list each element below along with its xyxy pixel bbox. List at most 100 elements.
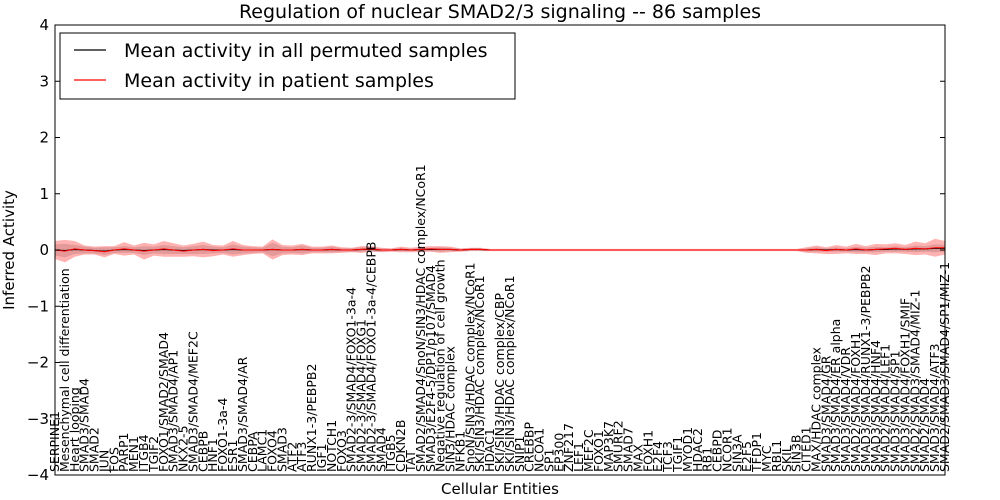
x-tick-label: SMAD3/SMAD4/VDR bbox=[838, 347, 853, 472]
y-tick-label: 1 bbox=[39, 185, 49, 203]
x-tick-label: SMAD3/SMAD4/AP1 bbox=[166, 350, 181, 472]
x-tick-label: Mesenchymal cell differentiation bbox=[57, 268, 72, 472]
x-tick-label: SMAD4 bbox=[373, 427, 388, 472]
x-tick-label: SMAD3 bbox=[274, 427, 289, 472]
x-tick-label: FOXO1/SMAD2/SMAD4 bbox=[156, 332, 171, 472]
x-tick-label: EP300 bbox=[551, 433, 566, 472]
x-tick-label: SMAD2/SMAD4/FOXH1 bbox=[848, 332, 863, 472]
y-tick-label: −1 bbox=[27, 297, 49, 315]
x-tick-label: ITGB5 bbox=[383, 434, 398, 472]
x-tick-label: SMAD2/SMAD4/SnoN/SIN3/HDAC complex/NCoR1 bbox=[413, 164, 428, 472]
x-tick-label: SMAD7 bbox=[621, 427, 636, 472]
x-tick-label: SMAD2/SMAD3/SMAD4/MIZ-1 bbox=[907, 290, 922, 472]
x-tick-label: E2F5 bbox=[739, 441, 754, 472]
series-line-patient bbox=[54, 247, 945, 253]
x-tick-label: NCOA1 bbox=[532, 428, 547, 472]
x-tick-label: TCF3 bbox=[660, 441, 675, 473]
x-tick-label: SMAD3/SMAD4/GR bbox=[818, 355, 833, 472]
x-tick-label: CDKN2B bbox=[393, 420, 408, 472]
x-tick-label: CITED1 bbox=[799, 426, 814, 472]
x-tick-label: SIN3/HDAC complex bbox=[443, 346, 458, 472]
x-tick-label: RB1 bbox=[700, 447, 715, 472]
x-tick-label: MEN1 bbox=[126, 436, 141, 472]
x-tick-label: SKI/SIN3/HDAC complex/NCoR1 bbox=[472, 275, 487, 472]
x-tick-label: SIN3B bbox=[789, 435, 804, 473]
x-tick-label: SMAD3/SMAD4/ATF3 bbox=[927, 344, 942, 472]
x-tick-label: MAX/HDAC complex bbox=[808, 347, 823, 472]
x-tick-label: HNF1 bbox=[205, 438, 220, 472]
y-tick-label: 0 bbox=[39, 241, 49, 259]
x-tick-label: SMAD3/SMAD4/SP1 bbox=[888, 350, 903, 472]
x-tick-label: SMAD3/SMAD4/RUNX1-3/PEBPB2 bbox=[858, 265, 873, 472]
x-tick-label: SMAD2-3/SMAD4/FOXO1-3a-4/CEBPB bbox=[363, 242, 378, 472]
x-tick-label: SKIL bbox=[779, 445, 794, 472]
x-tick-label: FOS bbox=[106, 447, 121, 472]
legend-label-permuted: Mean activity in all permuted samples bbox=[124, 40, 487, 62]
x-tick-label: SMAD3/SMAD4/AR bbox=[235, 356, 250, 472]
x-tick-label: HDAC2 bbox=[690, 428, 705, 472]
x-tick-label: SMAD3/SMAD4/HNF4 bbox=[868, 340, 883, 472]
x-tick-label: CEBPD bbox=[710, 430, 725, 472]
x-tick-label: SnoN/SIN3/HDAC complex/NCoR1 bbox=[462, 262, 477, 472]
x-tick-label: SMAD2 bbox=[87, 427, 102, 472]
x-tick-label: ITGB4 bbox=[136, 434, 151, 472]
x-tick-label: Negative regulation of cell growth bbox=[433, 259, 448, 472]
y-tick-label: −2 bbox=[27, 354, 49, 372]
y-tick-label: 4 bbox=[39, 16, 49, 34]
x-tick-label: JUN bbox=[96, 450, 111, 473]
x-tick-label: SKI/SIN3/HDAC complex/CBP bbox=[492, 293, 507, 472]
x-tick-label: NFKB1 bbox=[452, 431, 467, 472]
x-tick-label: HDAC1 bbox=[482, 428, 497, 472]
x-tick-label: SMAD3/SMAD4/FOXH1/SMIF bbox=[897, 298, 912, 472]
x-tick-label: SMAD3/SMAD4/ER alpha bbox=[828, 319, 843, 472]
x-tick-label: TGIF1 bbox=[670, 436, 685, 473]
x-tick-label: MYC bbox=[759, 445, 774, 472]
x-tick-label: FOXO4 bbox=[265, 430, 280, 472]
x-tick-label: TAT bbox=[403, 450, 418, 473]
y-tick-label: 3 bbox=[39, 72, 49, 90]
x-tick-label: NOTCH1 bbox=[324, 420, 339, 472]
x-tick-label: ZNF217 bbox=[561, 423, 576, 472]
y-axis: 4 3 2 1 0 −1 −2 −3 −4 bbox=[27, 16, 945, 484]
x-tick-label: SMAD3/E2F4-5/DP1/p107/SMAD4 bbox=[423, 265, 438, 472]
x-tick-label: NCOR1 bbox=[719, 427, 734, 472]
x-tick-label: ESR1 bbox=[225, 440, 240, 472]
x-tick-label: SMAD2/SMAD4/LEF1 bbox=[878, 344, 893, 472]
x-tick-label: IGF1 bbox=[314, 443, 329, 472]
x-tick-label: RBL1 bbox=[769, 440, 784, 472]
x-tick-label: Heart looping bbox=[67, 387, 82, 472]
x-tick-label: PARP1 bbox=[116, 433, 131, 472]
x-tick-label: LAMC1 bbox=[255, 429, 270, 472]
x-tick-label: TFDP1 bbox=[749, 432, 764, 473]
x-tick-label: SIN3A bbox=[729, 434, 744, 472]
x-tick-label: CEBPB bbox=[195, 431, 210, 472]
patient-band bbox=[55, 238, 945, 263]
x-axis-label: Cellular Entities bbox=[441, 480, 559, 498]
x-tick-label: SMAD2/SMAD4 bbox=[917, 378, 932, 472]
x-tick-label: FOXH1 bbox=[640, 430, 655, 472]
legend-box bbox=[59, 32, 516, 100]
y-axis-label: Inferred Activity bbox=[0, 190, 18, 310]
x-tick-label: ATF2 bbox=[284, 442, 299, 472]
x-tick-label: FOXO1 bbox=[591, 430, 606, 472]
plot-frame bbox=[54, 24, 946, 476]
x-tick-label: SMAD3/SMAD4/MEF2C bbox=[185, 331, 200, 472]
legend-label-patient: Mean activity in patient samples bbox=[124, 70, 434, 92]
x-tick-label: E2F4 bbox=[650, 441, 665, 472]
y-tick-label: −4 bbox=[27, 466, 49, 484]
x-tick-label: CEBPA bbox=[245, 431, 260, 472]
x-tick-label: SNIP1 bbox=[512, 436, 527, 472]
x-tick-label: SP1 bbox=[541, 449, 556, 472]
x-tick-label: SMAD2-3/SMAD4/FOXO1-3a-4 bbox=[344, 287, 359, 472]
x-tick-label: LEF1 bbox=[571, 442, 586, 472]
x-tick-label: FOXO3 bbox=[334, 430, 349, 472]
x-tick-label: TGIF2 bbox=[146, 436, 161, 473]
x-tick-label: MYOD1 bbox=[680, 427, 695, 472]
y-tick-label: 2 bbox=[39, 129, 49, 147]
x-tick-label: NKX2-5 bbox=[176, 425, 191, 472]
x-tick-label: SKI/SIN3/HDAC complex/NCoR1 bbox=[502, 275, 517, 472]
x-tick-label: CREBBP bbox=[522, 422, 537, 472]
series-lines bbox=[54, 247, 945, 253]
